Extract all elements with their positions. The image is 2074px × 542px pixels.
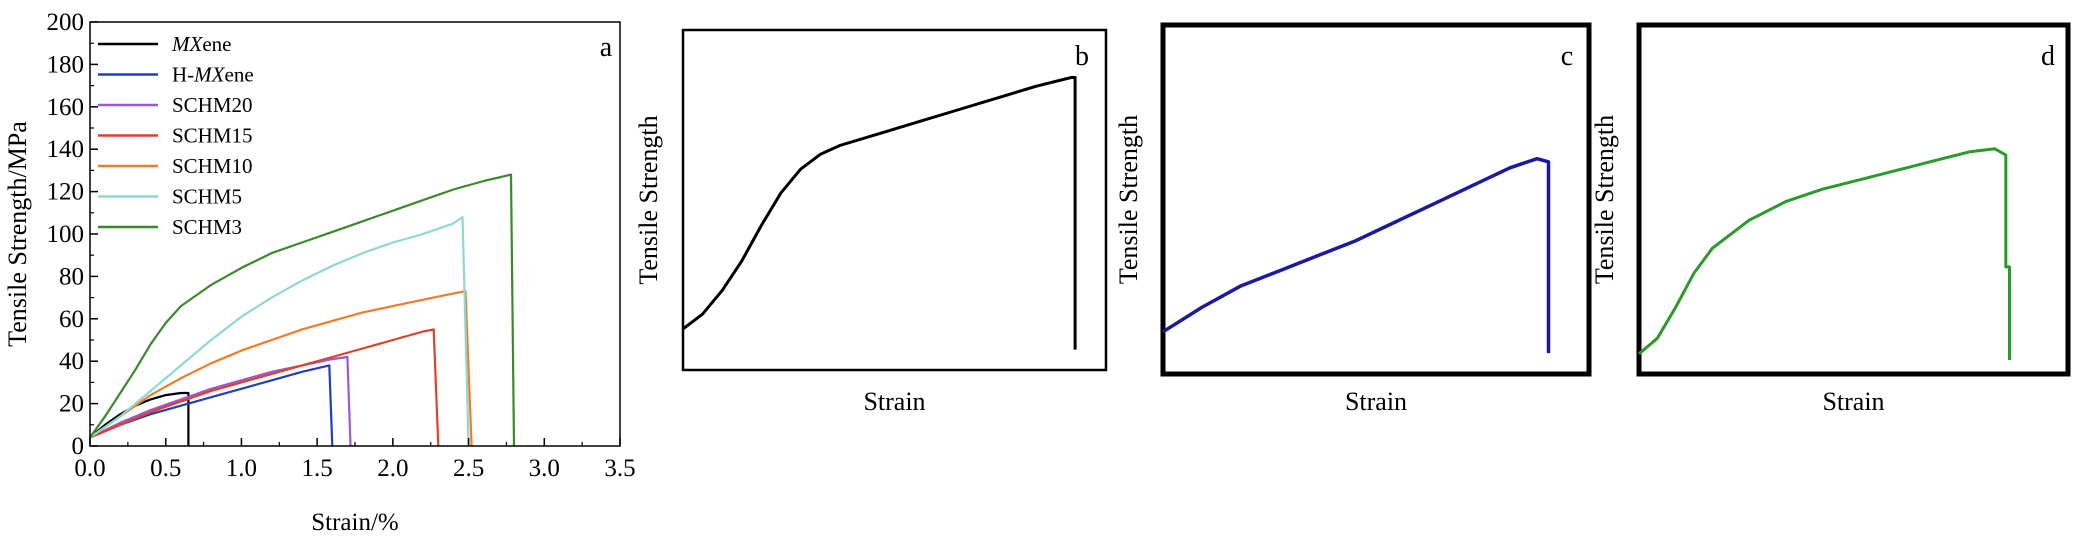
chart-panel-b: Strain Tensile Strength b [634,28,1108,416]
panel-a-letter: a [600,32,613,63]
panel-c-axes-frame [1160,22,1592,377]
series-line-5 [89,215,470,447]
legend-entry: SCHM5 [172,185,242,209]
x-tick-label: 0.5 [150,455,181,482]
y-tick-label: 120 [47,179,85,206]
panel-b-axes-frame [681,28,1108,372]
panel-a-y-axis-label: Tensile Strength/MPa [3,121,32,347]
panel-b-y-axis-label: Tensile Strength [634,115,663,284]
panel-a-y-ticks: 0 20 40 60 80 100 120 140 160 180 200 [47,9,98,460]
legend-entry: H-MXene [172,63,254,87]
y-tick-label: 180 [47,51,85,78]
panel-d-axes-frame [1636,22,2071,377]
y-tick-label: 200 [47,9,85,36]
legend-entry: SCHM15 [172,124,253,148]
panel-a-legend: MXene H-MXene SCHM20 SCHM15 SCHM10 SCHM5 SCHM3 [98,32,254,239]
y-tick-label: 60 [59,306,84,333]
x-tick-label: 1.5 [302,455,333,482]
series-line-3 [89,328,440,447]
series-line-1 [89,364,334,447]
panel-a-x-ticks: 0.0 0.5 1.0 1.5 2.0 2.5 3.0 3.5 [74,438,636,482]
panel-c-letter: c [1561,41,1573,72]
panel-a-curves [89,173,516,447]
x-tick-label: 3.5 [604,455,635,482]
legend-entry: SCHM3 [172,215,242,239]
panel-b-x-axis-label: Strain [863,387,925,416]
panel-c-y-axis-label: Tensile Strength [1114,115,1143,284]
y-tick-label: 80 [59,263,84,290]
panel-c-curve [1162,156,1551,354]
series-line-6 [89,173,516,447]
x-tick-label: 3.0 [529,455,560,482]
panel-c-x-axis-label: Strain [1345,387,1407,416]
chart-panel-a: 0.0 0.5 1.0 1.5 2.0 2.5 3.0 3.5 0 20 40 60 80 100 120… [3,9,636,536]
y-tick-label: 140 [47,136,85,163]
series-line-4 [89,290,473,447]
panel-d-y-axis-label: Tensile Strength [1590,115,1619,284]
panel-a-axes-frame [89,21,621,447]
x-tick-label: 1.0 [226,455,257,482]
panel-d-curve [1638,147,2011,360]
x-tick-label: 2.5 [453,455,484,482]
panel-b-curve [682,76,1077,350]
x-tick-label: 2.0 [377,455,408,482]
y-tick-label: 40 [59,348,84,375]
panel-d-x-axis-label: Strain [1822,387,1884,416]
legend-entry: SCHM20 [172,93,253,117]
x-tick-label: 0.0 [74,455,105,482]
series-line-2 [89,355,352,447]
panel-d-letter: d [2041,41,2055,72]
y-tick-label: 160 [47,94,85,121]
panel-a-x-axis-label: Strain/% [311,509,399,536]
chart-panel-c: Strain Tensile Strength c [1114,22,1592,416]
y-tick-label: 20 [59,391,84,418]
series-line-0 [89,391,190,446]
legend-entry: MXene [171,32,231,56]
y-tick-label: 0 [72,433,85,460]
y-tick-label: 100 [47,221,85,248]
chart-panel-d: Strain Tensile Strength d [1590,22,2071,416]
legend-entry: SCHM10 [172,154,253,178]
panel-b-letter: b [1075,41,1089,72]
